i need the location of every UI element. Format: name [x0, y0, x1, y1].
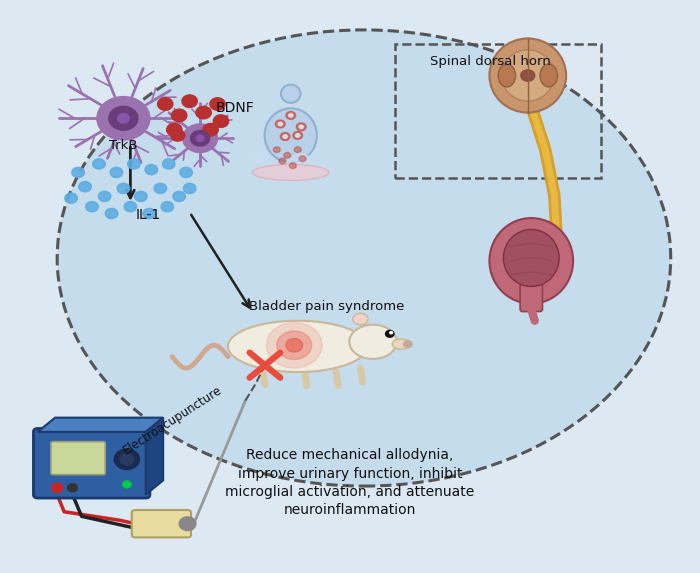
FancyBboxPatch shape	[51, 442, 105, 474]
Circle shape	[122, 481, 131, 488]
Circle shape	[179, 517, 196, 531]
Circle shape	[299, 156, 306, 162]
Circle shape	[203, 123, 218, 136]
Circle shape	[172, 109, 187, 121]
Circle shape	[110, 167, 122, 178]
Circle shape	[52, 483, 63, 492]
Circle shape	[92, 159, 105, 169]
Ellipse shape	[57, 30, 671, 486]
Circle shape	[180, 167, 193, 178]
FancyBboxPatch shape	[520, 284, 542, 312]
Circle shape	[404, 341, 412, 347]
Circle shape	[161, 202, 174, 212]
Circle shape	[68, 484, 78, 492]
Circle shape	[278, 122, 282, 125]
Circle shape	[134, 191, 147, 202]
Circle shape	[171, 129, 185, 141]
Circle shape	[390, 332, 393, 334]
Text: Electroacupuncture: Electroacupuncture	[120, 384, 224, 457]
Circle shape	[183, 183, 196, 194]
Circle shape	[283, 135, 287, 138]
Circle shape	[286, 111, 295, 119]
Ellipse shape	[489, 218, 573, 304]
FancyBboxPatch shape	[132, 510, 191, 537]
Ellipse shape	[265, 108, 317, 163]
Ellipse shape	[349, 325, 397, 359]
Circle shape	[124, 202, 136, 212]
Circle shape	[118, 113, 130, 123]
Circle shape	[288, 113, 293, 117]
Circle shape	[114, 449, 139, 469]
Circle shape	[286, 339, 302, 352]
Circle shape	[120, 454, 134, 465]
Circle shape	[273, 147, 280, 152]
Ellipse shape	[503, 229, 559, 286]
Circle shape	[183, 124, 218, 152]
Circle shape	[72, 167, 85, 178]
Circle shape	[173, 191, 186, 202]
Ellipse shape	[489, 38, 566, 112]
FancyBboxPatch shape	[34, 429, 150, 498]
Circle shape	[386, 331, 394, 337]
Text: Spinal dorsal horn: Spinal dorsal horn	[430, 55, 551, 68]
Circle shape	[105, 209, 118, 219]
Circle shape	[158, 98, 173, 110]
Circle shape	[97, 97, 150, 140]
Circle shape	[289, 163, 296, 168]
Circle shape	[295, 134, 300, 137]
Polygon shape	[146, 418, 163, 494]
Polygon shape	[38, 418, 163, 432]
Ellipse shape	[281, 85, 300, 103]
Circle shape	[182, 95, 197, 108]
Circle shape	[117, 183, 130, 194]
Circle shape	[210, 98, 225, 110]
Text: IL-1: IL-1	[135, 208, 160, 222]
Circle shape	[299, 125, 303, 128]
Text: BDNF: BDNF	[216, 101, 254, 115]
Circle shape	[190, 131, 210, 146]
Circle shape	[98, 191, 111, 202]
Circle shape	[276, 331, 312, 359]
Circle shape	[266, 323, 322, 368]
Circle shape	[162, 159, 175, 169]
Text: Bladder pain syndrome: Bladder pain syndrome	[249, 300, 405, 313]
Circle shape	[108, 107, 138, 130]
Text: Reduce mechanical allodynia,
improve urinary function, inhibit
microglial activa: Reduce mechanical allodynia, improve uri…	[225, 448, 475, 517]
Circle shape	[196, 135, 204, 142]
Circle shape	[79, 182, 91, 192]
Circle shape	[167, 123, 182, 136]
Ellipse shape	[228, 321, 368, 372]
Circle shape	[284, 152, 290, 158]
Circle shape	[294, 147, 301, 152]
Circle shape	[280, 132, 290, 140]
Ellipse shape	[540, 64, 557, 87]
Circle shape	[196, 107, 211, 119]
Ellipse shape	[392, 339, 410, 349]
Circle shape	[214, 115, 229, 127]
Circle shape	[145, 164, 158, 175]
Circle shape	[279, 158, 286, 164]
Circle shape	[275, 120, 285, 128]
Ellipse shape	[253, 164, 329, 180]
Text: TrkB: TrkB	[109, 139, 138, 152]
Circle shape	[154, 183, 167, 194]
Circle shape	[521, 70, 535, 81]
Circle shape	[143, 209, 155, 219]
Circle shape	[86, 202, 98, 212]
Circle shape	[296, 123, 306, 131]
Circle shape	[65, 193, 78, 203]
Ellipse shape	[498, 64, 516, 87]
Ellipse shape	[502, 50, 554, 101]
Circle shape	[293, 131, 302, 139]
Ellipse shape	[353, 313, 368, 325]
Circle shape	[127, 159, 140, 169]
